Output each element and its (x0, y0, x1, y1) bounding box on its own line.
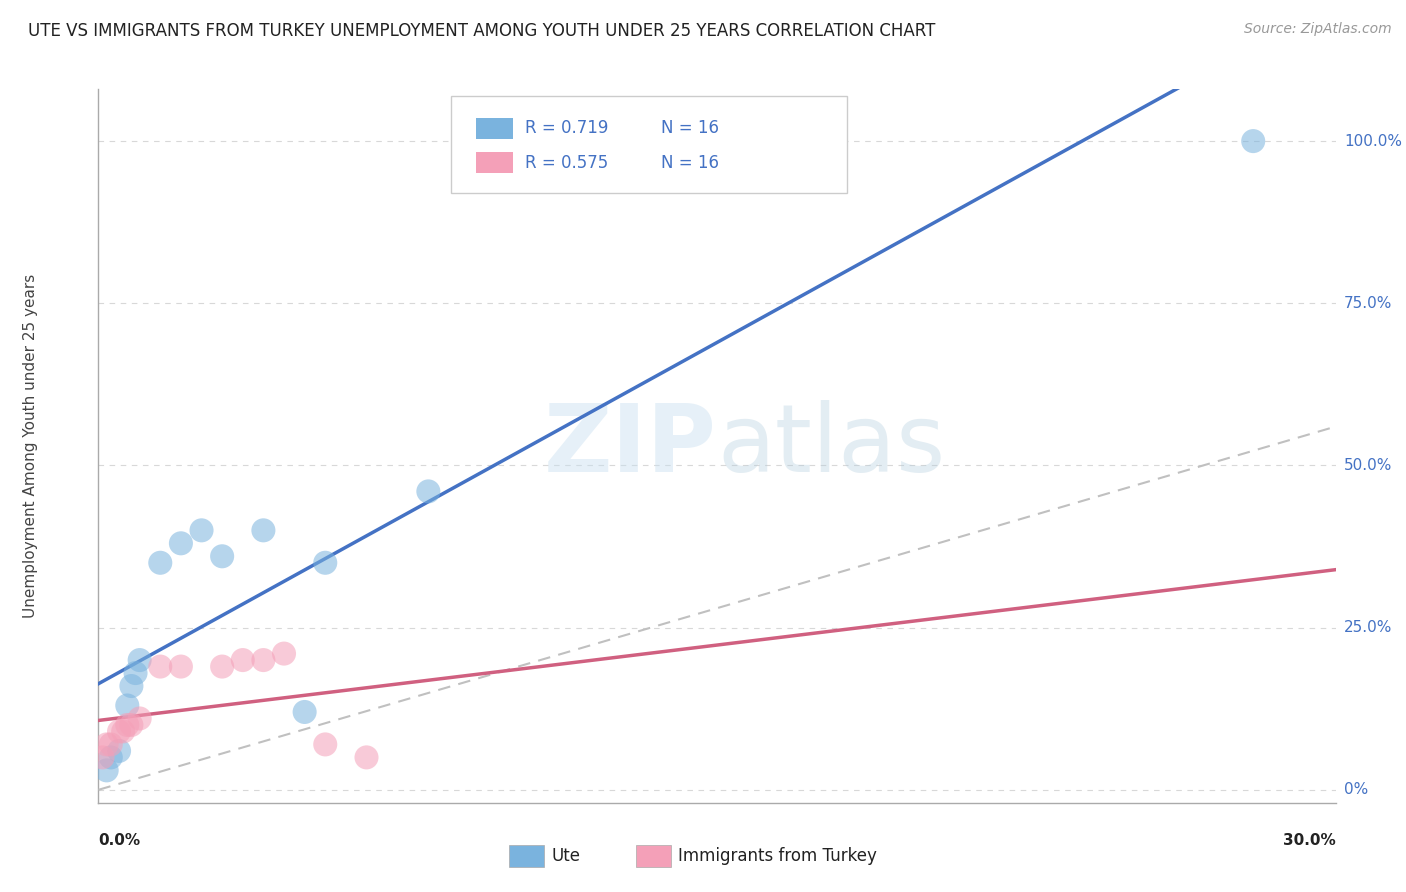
Point (211, 659, 233, 673)
Text: 0.0%: 0.0% (98, 833, 141, 848)
Text: Unemployment Among Youth under 25 years: Unemployment Among Youth under 25 years (22, 274, 38, 618)
Point (91, 750, 114, 764)
Point (120, 718, 142, 732)
Point (232, 653, 254, 667)
Point (108, 724, 131, 739)
Text: 25.0%: 25.0% (1344, 620, 1392, 635)
Point (273, 647, 295, 661)
Text: 30.0%: 30.0% (1282, 833, 1336, 848)
Text: Ute: Ute (551, 847, 581, 865)
Point (190, 524, 212, 538)
Point (108, 744, 131, 758)
Point (117, 698, 139, 713)
FancyBboxPatch shape (451, 96, 846, 193)
Point (1241, 134, 1264, 148)
Text: ZIP: ZIP (544, 400, 717, 492)
Point (112, 724, 135, 739)
Point (294, 705, 316, 719)
Text: N = 16: N = 16 (661, 153, 720, 171)
Text: Source: ZipAtlas.com: Source: ZipAtlas.com (1244, 22, 1392, 37)
Point (252, 653, 274, 667)
Point (170, 536, 193, 550)
Text: 0%: 0% (1344, 782, 1368, 797)
Point (170, 659, 193, 673)
Text: 100.0%: 100.0% (1344, 134, 1402, 149)
Point (211, 549, 233, 564)
Point (96, 738, 118, 752)
Text: UTE VS IMMIGRANTS FROM TURKEY UNEMPLOYMENT AMONG YOUTH UNDER 25 YEARS CORRELATIO: UTE VS IMMIGRANTS FROM TURKEY UNEMPLOYME… (28, 22, 935, 40)
Point (128, 653, 150, 667)
Text: R = 0.719: R = 0.719 (526, 120, 609, 137)
Text: R = 0.575: R = 0.575 (526, 153, 609, 171)
Bar (475, 152, 513, 173)
Point (149, 659, 172, 673)
Point (149, 556, 172, 570)
Point (117, 718, 139, 732)
Point (120, 679, 142, 693)
Point (314, 738, 336, 752)
Point (418, 484, 440, 499)
Point (252, 524, 274, 538)
Point (314, 556, 336, 570)
Text: N = 16: N = 16 (661, 120, 720, 137)
Point (100, 738, 122, 752)
Point (96, 764, 118, 778)
Point (356, 750, 378, 764)
Point (768, 153, 790, 168)
Text: atlas: atlas (717, 400, 945, 492)
Point (124, 666, 146, 681)
Bar (475, 118, 513, 139)
Text: Immigrants from Turkey: Immigrants from Turkey (678, 847, 876, 865)
Point (128, 711, 150, 725)
Point (100, 750, 122, 764)
Text: 75.0%: 75.0% (1344, 296, 1392, 310)
Text: 50.0%: 50.0% (1344, 458, 1392, 473)
